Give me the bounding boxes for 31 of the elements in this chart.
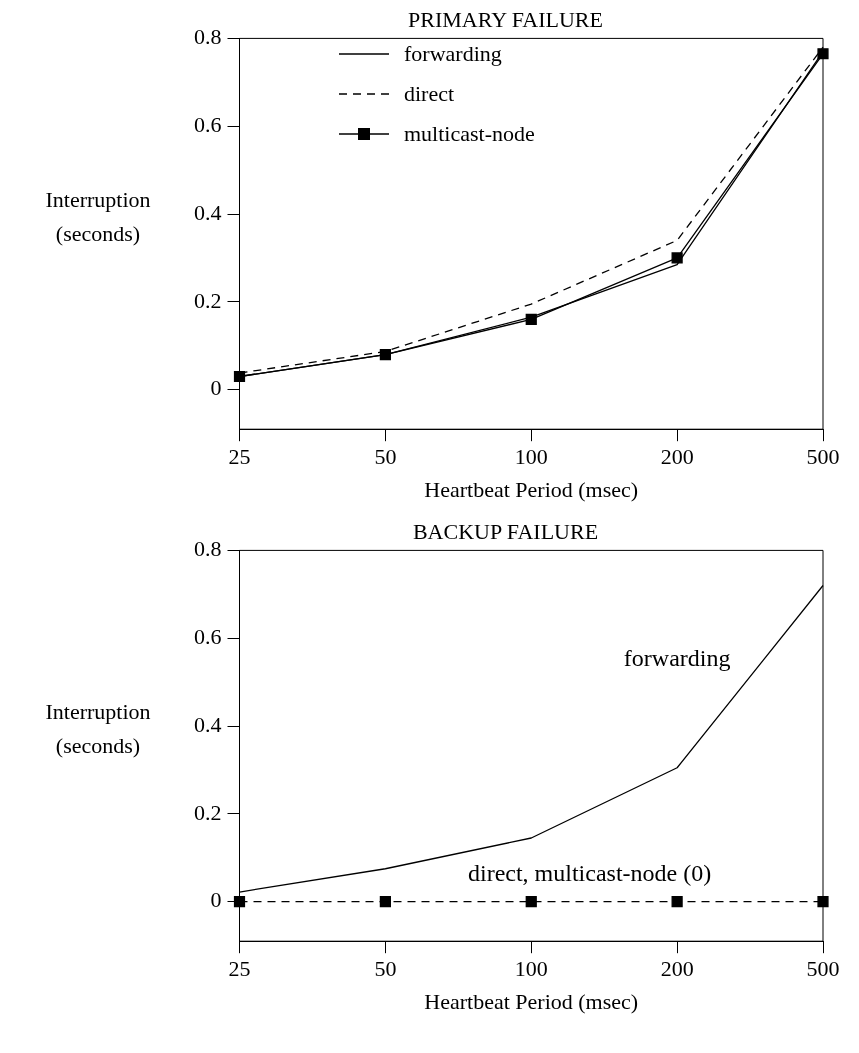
y-tick-label: 0	[210, 375, 222, 401]
y-axis-title: Interruption (seconds)	[44, 186, 152, 248]
y-tick-label: 0.4	[194, 199, 222, 225]
y-tick-label: 0.6	[194, 624, 222, 649]
chart-title: PRIMARY FAILURE	[408, 6, 603, 32]
y-tick-label: 0.8	[194, 24, 222, 50]
annotation: direct, multicast-node (0)	[467, 860, 712, 887]
x-tick-label: 50	[374, 956, 397, 982]
x-tick-label: 500	[806, 956, 840, 982]
legend-label: direct	[404, 81, 455, 107]
y-tick-label: 0.6	[194, 112, 222, 137]
y-tick-label: 0.4	[194, 711, 222, 737]
x-tick-label: 200	[660, 956, 694, 982]
x-axis-title: Heartbeat Period (msec)	[424, 988, 639, 1014]
legend-label: multicast-node	[404, 121, 535, 147]
x-tick-label: 100	[514, 956, 548, 982]
legend-label: forwarding	[404, 41, 502, 67]
y-tick-label: 0.2	[194, 799, 222, 825]
y-tick-label: 0.8	[194, 536, 222, 562]
y-axis-title: Interruption (seconds)	[44, 698, 152, 760]
chart-title: BACKUP FAILURE	[412, 518, 599, 544]
x-tick-label: 25	[228, 956, 251, 982]
x-axis-title: Heartbeat Period (msec)	[424, 476, 639, 502]
x-tick-label: 500	[806, 444, 840, 470]
x-tick-label: 50	[374, 444, 397, 470]
annotation: forwarding	[623, 645, 731, 672]
y-tick-label: 0	[210, 887, 222, 913]
y-tick-label: 0.2	[194, 287, 222, 313]
x-tick-label: 100	[514, 444, 548, 470]
x-tick-label: 200	[660, 444, 694, 470]
x-tick-label: 25	[228, 444, 251, 470]
